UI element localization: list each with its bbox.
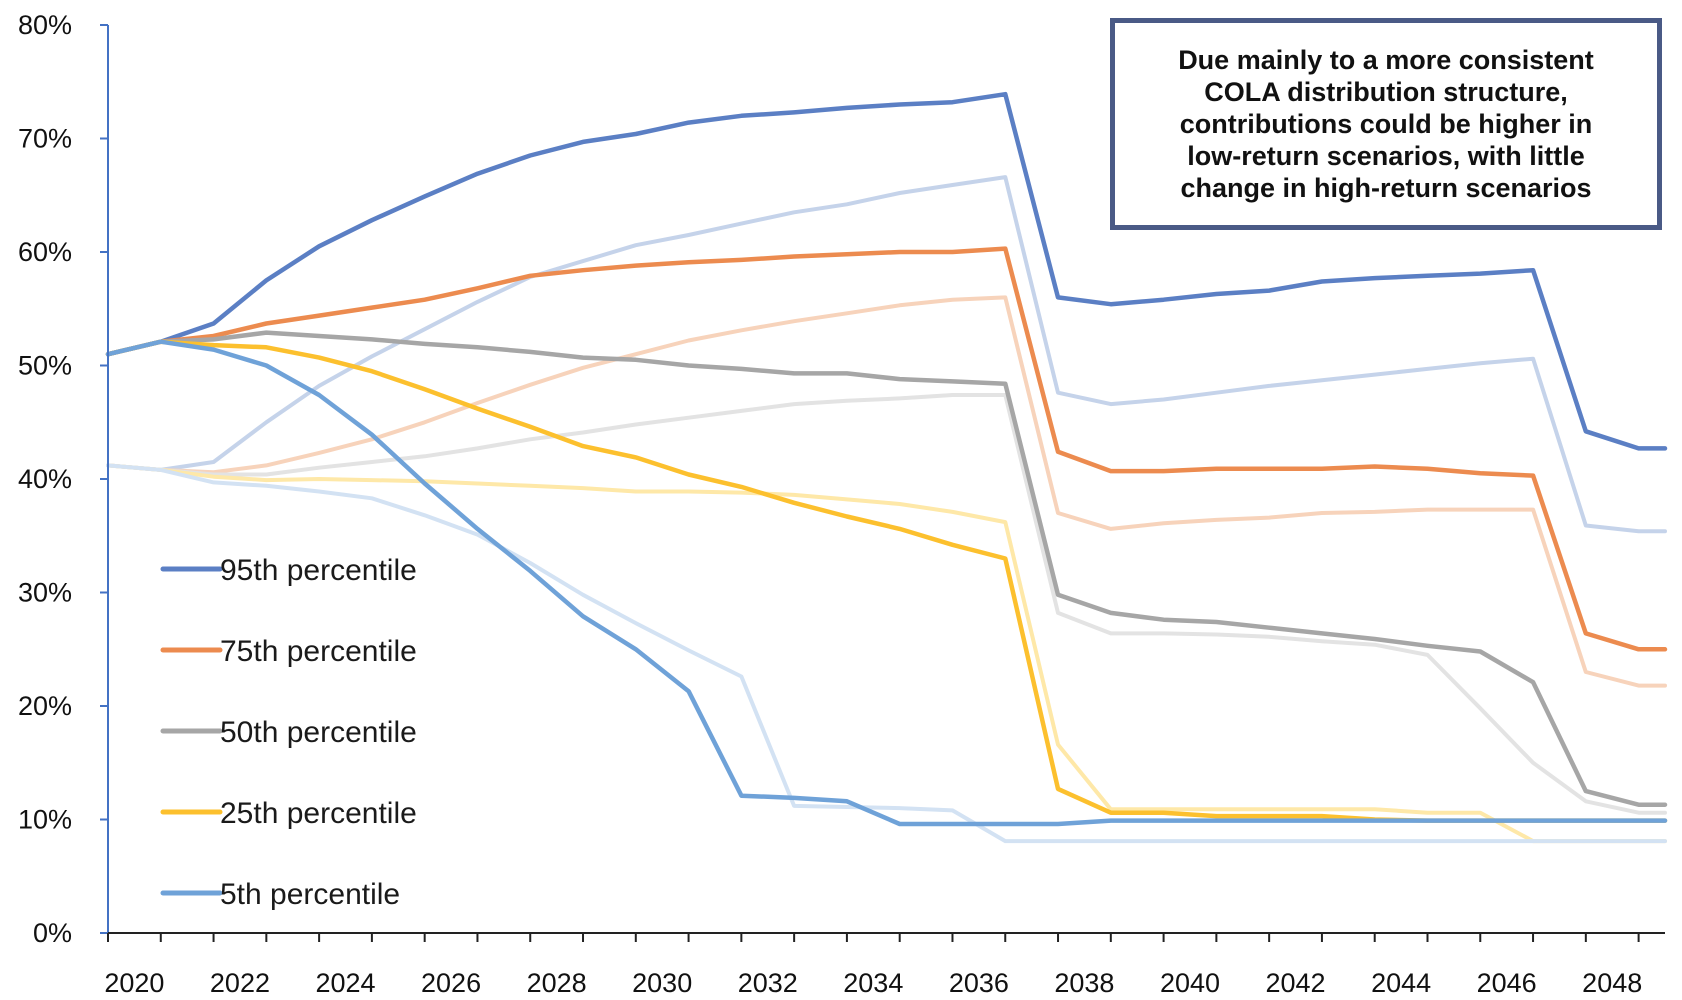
series-layer	[105, 91, 1668, 844]
x-tick-label: 2030	[632, 968, 692, 998]
baseline-series-line-4	[106, 463, 1667, 844]
legend-label-75th-percentile: 75th percentile	[220, 635, 417, 668]
y-tick-label: 60%	[18, 237, 72, 267]
annotation-box: Due mainly to a more consistent COLA dis…	[1110, 18, 1662, 230]
y-tick-label: 10%	[18, 805, 72, 835]
x-tick-label: 2034	[843, 968, 903, 998]
series-line-75th-percentile	[105, 246, 1668, 652]
x-tick-label: 2026	[421, 968, 481, 998]
annotation-text: Due mainly to a more consistent COLA dis…	[1178, 45, 1594, 203]
baseline-series-line-3	[106, 393, 1667, 815]
x-tick-label: 2042	[1266, 968, 1326, 998]
x-tick-label: 2036	[949, 968, 1009, 998]
baseline-series-line-2	[106, 295, 1667, 688]
y-tick-label: 50%	[18, 351, 72, 381]
legend-label-25th-percentile: 25th percentile	[220, 797, 417, 830]
y-tick-label: 70%	[18, 124, 72, 154]
legend: 95th percentile 75th percentile 50th perce…	[160, 554, 417, 911]
series-line-50th-percentile	[105, 330, 1668, 807]
y-tick-label: 20%	[18, 691, 72, 721]
x-tick-label: 2038	[1054, 968, 1114, 998]
baseline-series-line-5	[106, 463, 1667, 844]
y-tick-label: 0%	[33, 918, 72, 948]
legend-label-95th-percentile: 95th percentile	[220, 554, 417, 587]
y-tick-label: 40%	[18, 464, 72, 494]
y-tick-label: 30%	[18, 578, 72, 608]
series-line-95th-percentile	[105, 91, 1668, 451]
x-tick-label: 2022	[210, 968, 270, 998]
x-tick-label: 2028	[527, 968, 587, 998]
legend-label-5th-percentile: 5th percentile	[220, 878, 400, 911]
legend-label-50th-percentile: 50th percentile	[220, 716, 417, 749]
x-tick-label: 2048	[1582, 968, 1642, 998]
x-tick-label: 2040	[1160, 968, 1220, 998]
y-tick-label: 80%	[18, 10, 72, 40]
x-tick-label: 2044	[1371, 968, 1431, 998]
x-tick-label: 2020	[104, 968, 164, 998]
x-tick-label: 2046	[1477, 968, 1537, 998]
series-line-5th-percentile	[105, 339, 1668, 827]
axes-layer: 0% 10% 20% 30% 40% 50% 60% 70% 80% 2020 2022 2024 20…	[18, 10, 1665, 998]
baseline-series-line-1	[106, 175, 1667, 534]
x-tick-label: 2032	[738, 968, 798, 998]
x-tick-label: 2024	[315, 968, 375, 998]
